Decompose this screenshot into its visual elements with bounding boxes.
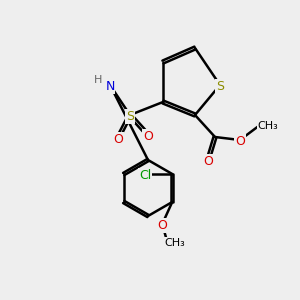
Text: N: N [105, 80, 115, 93]
Text: O: O [203, 155, 213, 168]
Text: O: O [235, 135, 245, 148]
Text: S: S [216, 80, 224, 93]
Text: O: O [157, 219, 167, 232]
Text: O: O [143, 130, 153, 143]
Text: O: O [113, 133, 123, 146]
Text: S: S [126, 110, 134, 123]
Text: Cl: Cl [139, 169, 152, 182]
Text: CH₃: CH₃ [258, 121, 278, 131]
Text: H: H [94, 75, 102, 85]
Text: CH₃: CH₃ [165, 238, 186, 248]
